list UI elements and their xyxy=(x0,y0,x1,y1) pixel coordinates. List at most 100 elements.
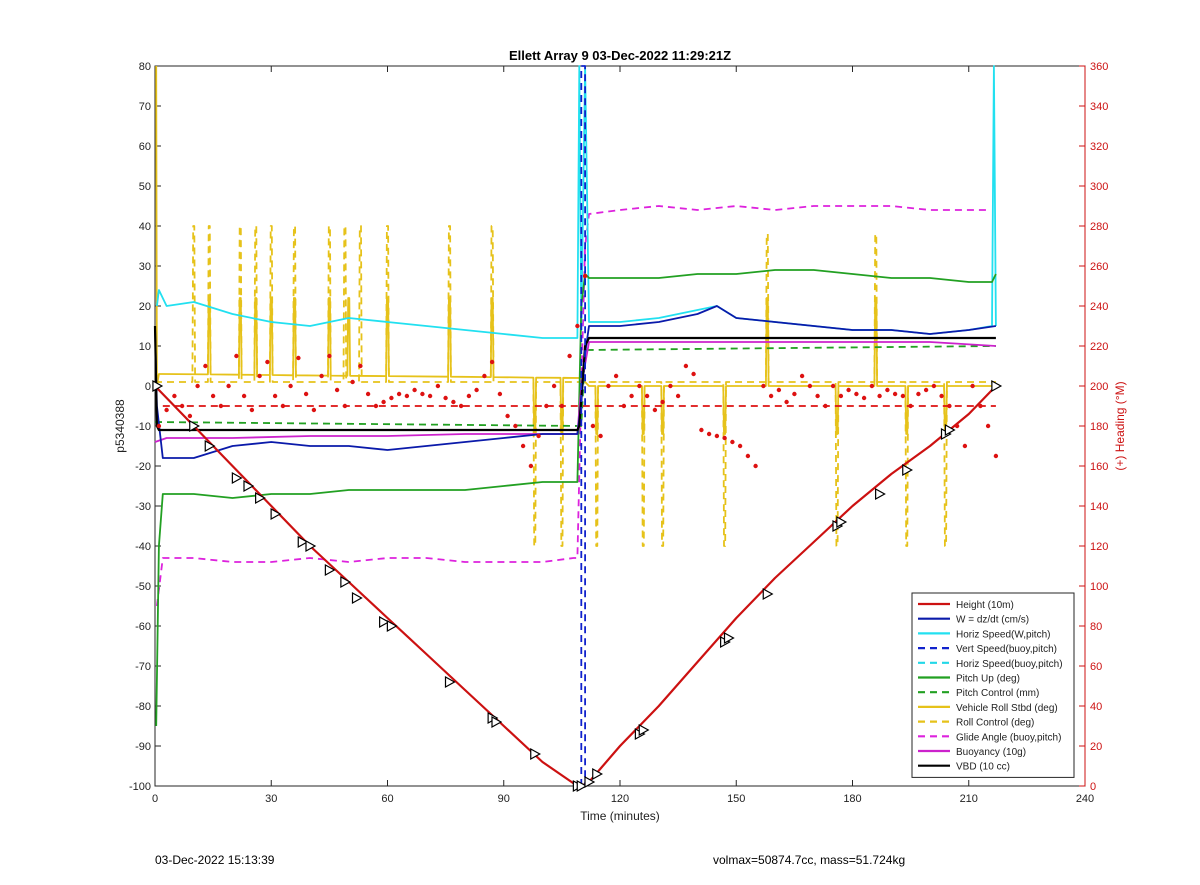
heading-point xyxy=(792,391,797,397)
legend-label: Roll Control (deg) xyxy=(956,718,1034,729)
y2-tick-label: 100 xyxy=(1090,581,1108,593)
heading-point xyxy=(869,383,875,389)
heading-point xyxy=(916,391,921,397)
y-tick-label: -80 xyxy=(135,701,151,713)
waypoint-marker xyxy=(875,487,886,501)
x-tick-label: 120 xyxy=(611,793,629,805)
heading-point xyxy=(505,413,510,419)
heading-point xyxy=(598,433,603,439)
x-tick-label: 90 xyxy=(498,793,510,805)
y-tick-label: 50 xyxy=(139,181,151,193)
heading-point xyxy=(195,383,200,389)
legend-label: Vert Speed(buoy,pitch) xyxy=(956,644,1057,655)
heading-point xyxy=(443,395,448,401)
heading-point xyxy=(730,439,735,445)
heading-point xyxy=(582,273,588,279)
heading-point xyxy=(737,443,743,449)
heading-point xyxy=(978,403,983,409)
y-tick-label: -10 xyxy=(135,421,151,433)
waypoint-marker xyxy=(762,587,774,601)
heading-point xyxy=(900,393,906,399)
heading-point xyxy=(699,427,704,433)
heading-point xyxy=(668,383,673,389)
legend-label: Glide Angle (buoy,pitch) xyxy=(956,732,1061,743)
waypoint-marker xyxy=(243,479,255,493)
heading-point xyxy=(861,395,867,401)
heading-point xyxy=(210,393,216,399)
heading-point xyxy=(768,393,774,399)
heading-point xyxy=(621,403,627,409)
y-tick-label: -30 xyxy=(135,501,151,513)
legend-label: VBD (10 cc) xyxy=(956,762,1010,773)
chart: Ellett Array 9 03-Dec-2022 11:29:21Z Tim… xyxy=(113,48,1127,823)
y2-tick-label: 160 xyxy=(1090,461,1108,473)
x-tick-label: 0 xyxy=(152,793,158,805)
heading-point xyxy=(691,371,696,377)
heading-point xyxy=(156,423,162,429)
heading-point xyxy=(993,453,999,459)
heading-point xyxy=(218,403,224,409)
x-tick-label: 210 xyxy=(960,793,978,805)
heading-point xyxy=(203,363,208,369)
legend-label: Horiz Speed(buoy,pitch) xyxy=(956,659,1063,670)
waypoint-marker xyxy=(255,491,266,505)
footer-timestamp: 03-Dec-2022 15:13:39 xyxy=(155,853,275,867)
heading-point xyxy=(172,393,177,399)
heading-point xyxy=(427,393,433,399)
heading-point xyxy=(823,403,828,409)
heading-point xyxy=(451,399,456,405)
y2-tick-label: 60 xyxy=(1090,661,1102,673)
waypoint-marker xyxy=(723,631,735,645)
waypoint-marker xyxy=(584,775,596,789)
heading-point xyxy=(722,435,727,441)
x-tick-label: 60 xyxy=(381,793,393,805)
heading-point xyxy=(482,373,487,379)
y2-tick-label: 80 xyxy=(1090,621,1102,633)
heading-point xyxy=(288,383,293,389)
y-tick-label: 80 xyxy=(139,61,151,73)
y-tick-label: 60 xyxy=(139,141,151,153)
waypoint-marker xyxy=(152,379,164,393)
waypoint-marker xyxy=(576,779,588,793)
heading-point xyxy=(629,393,634,399)
y-tick-label: 30 xyxy=(139,261,151,273)
heading-point xyxy=(652,407,658,413)
y2-tick-label: 180 xyxy=(1090,421,1108,433)
heading-point xyxy=(799,373,805,379)
waypoint-marker xyxy=(592,767,603,781)
heading-point xyxy=(644,393,650,399)
y2-tick-label: 20 xyxy=(1090,741,1102,753)
heading-point xyxy=(513,423,518,429)
heading-point xyxy=(877,393,882,399)
heading-point xyxy=(489,359,495,365)
y-tick-label: 40 xyxy=(139,221,151,233)
heading-point xyxy=(985,423,991,429)
heading-point xyxy=(226,383,231,389)
y-tick-label: -50 xyxy=(135,581,151,593)
heading-point xyxy=(939,393,944,399)
waypoint-marker xyxy=(491,715,503,729)
y2-tick-label: 220 xyxy=(1090,341,1108,353)
x-tick-label: 240 xyxy=(1076,793,1094,805)
waypoint-marker xyxy=(530,747,541,761)
heading-point xyxy=(567,353,572,359)
heading-point xyxy=(373,403,379,409)
heading-point xyxy=(954,423,960,429)
legend-label: Pitch Control (mm) xyxy=(956,688,1039,699)
y2-tick-label: 320 xyxy=(1090,141,1108,153)
legend-label: Height (10m) xyxy=(956,600,1014,611)
y-tick-label: 0 xyxy=(145,381,151,393)
heading-point xyxy=(435,383,441,389)
heading-point xyxy=(358,363,363,369)
heading-point xyxy=(660,399,665,405)
y2-tick-label: 340 xyxy=(1090,101,1108,113)
heading-point xyxy=(908,403,913,409)
heading-point xyxy=(637,383,642,389)
heading-point xyxy=(474,387,479,393)
y-tick-label: -70 xyxy=(135,661,151,673)
heading-point xyxy=(296,355,301,361)
legend-label: W = dz/dt (cm/s) xyxy=(956,615,1029,626)
waypoint-marker xyxy=(444,675,456,689)
heading-point xyxy=(784,399,789,405)
heading-point xyxy=(590,423,596,429)
